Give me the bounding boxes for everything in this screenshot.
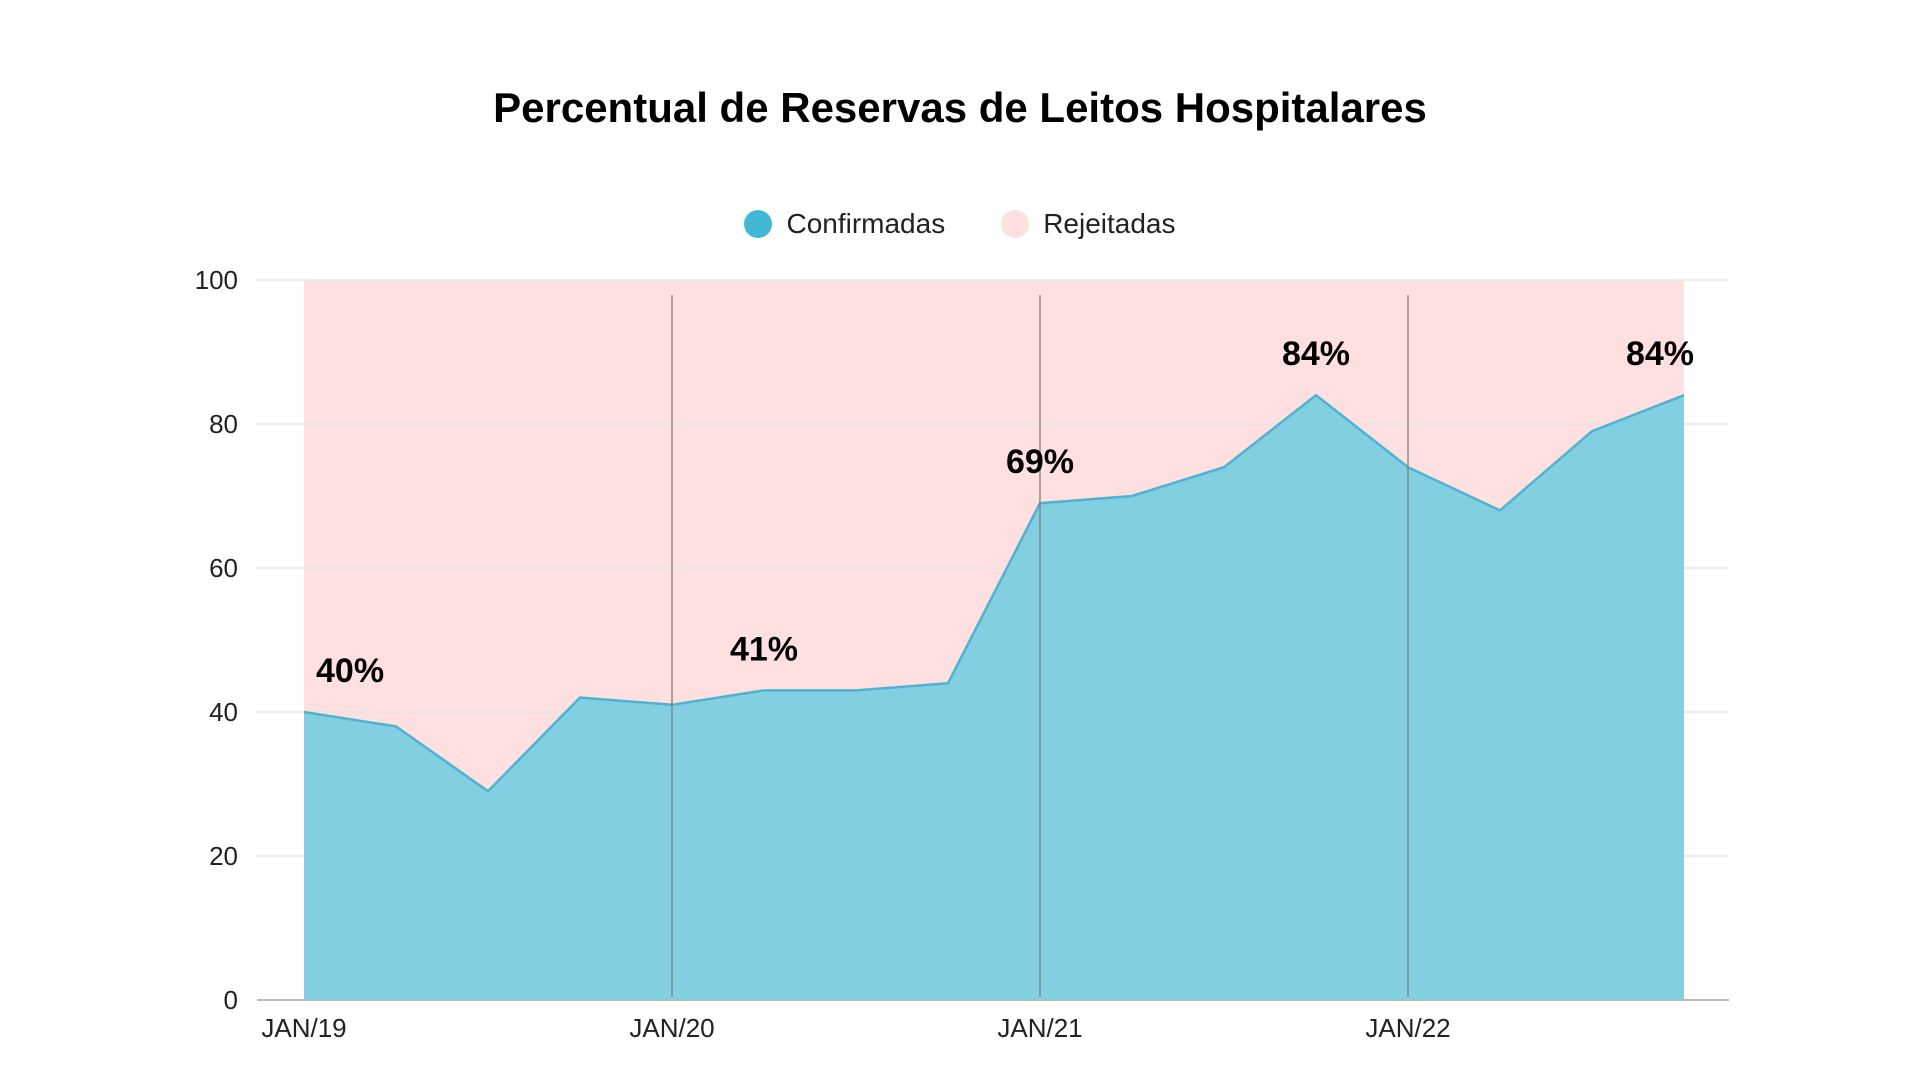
legend: Confirmadas Rejeitadas [0, 208, 1920, 240]
confirmadas-line [303, 393, 1685, 793]
data-label: 69% [1006, 443, 1074, 481]
legend-item-confirmadas[interactable]: Confirmadas [744, 208, 945, 240]
data-label: 84% [1282, 335, 1350, 373]
x-tick-label: JAN/21 [997, 1013, 1082, 1043]
y-tick-label: 20 [209, 841, 238, 871]
chart-title: Percentual de Reservas de Leitos Hospita… [493, 84, 1427, 131]
data-label: 84% [1626, 335, 1694, 373]
y-tick-label: 40 [209, 697, 238, 727]
legend-item-rejeitadas[interactable]: Rejeitadas [1001, 208, 1176, 240]
legend-label: Confirmadas [786, 208, 946, 239]
legend-swatch-confirmadas [744, 210, 773, 238]
legend-label: Rejeitadas [1043, 208, 1176, 239]
data-label: 41% [730, 630, 798, 668]
confirmadas-area [304, 395, 1684, 1000]
data-label: 40% [316, 652, 384, 690]
x-tick-label: JAN/22 [1365, 1013, 1450, 1043]
x-tick-label: JAN/20 [629, 1013, 714, 1043]
y-tick-label: 80 [209, 409, 238, 439]
y-tick-label: 60 [209, 553, 238, 583]
legend-swatch-rejeitadas [1001, 210, 1030, 238]
y-tick-label: 0 [224, 985, 238, 1015]
y-tick-label: 100 [195, 265, 238, 295]
x-tick-label: JAN/19 [261, 1013, 346, 1043]
